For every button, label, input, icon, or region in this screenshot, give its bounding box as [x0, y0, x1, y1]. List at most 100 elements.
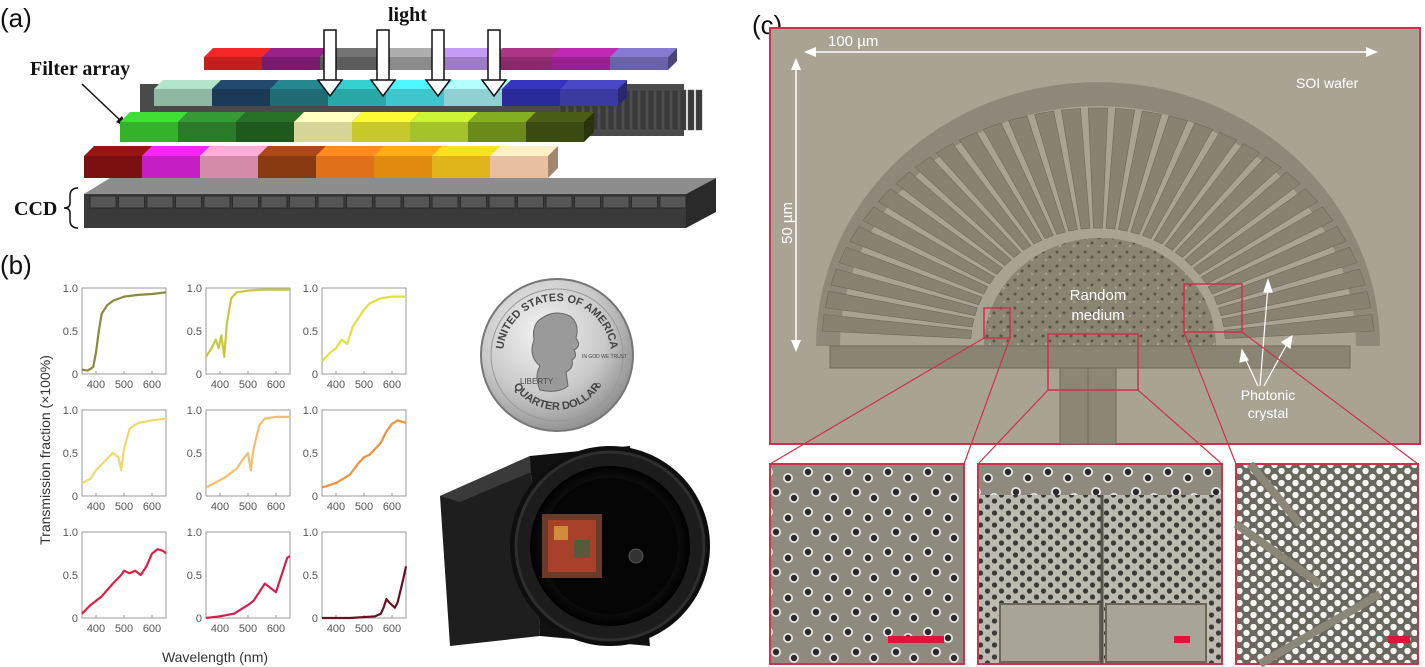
spoke [838, 246, 983, 306]
filter-block [204, 48, 271, 70]
ccd-label: CCD [14, 198, 58, 220]
random-medium-label-2: medium [1071, 307, 1124, 324]
spoke [862, 206, 996, 285]
spoke [982, 122, 1054, 239]
spoke [1087, 107, 1109, 229]
soi-wafer-label: SOI wafer [1296, 75, 1359, 91]
series-line [321, 419, 407, 489]
ccd-slab-side [686, 178, 716, 228]
spoke [1130, 115, 1188, 235]
filter-array-diagram [63, 29, 716, 229]
zoom-scale-bar-1 [888, 636, 944, 643]
series-line [81, 291, 167, 372]
filter-block [502, 80, 569, 106]
zoom-image-crystal [1235, 463, 1419, 665]
series-line [321, 295, 406, 362]
spoke [1200, 206, 1334, 285]
filter-block [410, 112, 478, 142]
filter-block [468, 112, 536, 142]
scale-vertical-label: 50 µm [779, 202, 796, 244]
filter-block [258, 146, 326, 178]
ytick-label: 1.0 [187, 283, 202, 295]
ytick-label: 1.0 [303, 405, 318, 417]
chart-ylabel: Transmission fraction (×100%) [37, 355, 53, 545]
filter-block [494, 48, 561, 70]
coin-mint-text: D [596, 383, 601, 390]
xtick-label: 500 [115, 501, 133, 513]
subplot-frame [205, 531, 291, 619]
filter-array-pointer [81, 83, 123, 123]
ytick-label: 0 [312, 613, 318, 625]
xtick-label: 400 [87, 623, 105, 635]
quarter-coin-image: UNITED STATES OF AMERICA QUARTER DOLLAR … [480, 278, 634, 432]
random-medium-region [984, 238, 1216, 346]
series-line [205, 555, 291, 620]
spoke [1221, 291, 1372, 328]
xtick-label: 500 [239, 501, 257, 513]
ytick-label: 0 [312, 369, 318, 381]
ytick-label: 0 [196, 613, 202, 625]
waveguide-bar [829, 345, 1351, 369]
coin-liberty-text: LIBERTY [520, 377, 554, 386]
ytick-label: 0 [72, 491, 78, 503]
ytick-label: 0.5 [63, 570, 78, 582]
panel-label-a: (a) [0, 3, 32, 33]
light-arrow-2-icon [369, 29, 397, 98]
zoom-scale-bar-3 [1388, 636, 1410, 643]
subplot-6: 0 0.5 1.0 400 500 600 [303, 405, 407, 513]
light-arrow-1-icon [316, 29, 344, 98]
ytick-label: 0 [196, 491, 202, 503]
xtick-label: 500 [355, 623, 373, 635]
series-line [81, 417, 167, 485]
filter-block [120, 112, 188, 142]
subplot-frame [321, 287, 407, 375]
subplot-3: 0 0.5 1.0 400 500 600 [303, 283, 407, 391]
spoke [914, 156, 1022, 258]
xtick-label: 600 [267, 379, 285, 391]
ytick-label: 0.5 [63, 326, 78, 338]
xtick-label: 400 [211, 623, 229, 635]
series-line [81, 548, 167, 615]
subplot-9: 0 0.5 1.0 400 500 600 [303, 527, 408, 635]
filter-block [526, 112, 594, 142]
spoke [1164, 143, 1261, 251]
filter-block [432, 146, 500, 178]
series-line [205, 415, 290, 489]
ytick-label: 0 [312, 491, 318, 503]
xtick-label: 400 [211, 379, 229, 391]
spoke [1142, 122, 1214, 239]
coin-motto-text: IN GOD WE TRUST [582, 354, 627, 360]
light-arrow-3-icon [424, 29, 452, 98]
xtick-label: 400 [87, 379, 105, 391]
filter-block [84, 146, 152, 178]
xtick-label: 600 [383, 501, 401, 513]
spoke [830, 268, 978, 317]
xtick-label: 400 [211, 501, 229, 513]
crystal-arms [1233, 461, 1383, 667]
spoke [1153, 131, 1238, 245]
transmission-charts: Transmission fraction (×100%) Wavelength… [37, 283, 408, 665]
subplot-frame [81, 531, 167, 619]
spoke [1184, 171, 1301, 266]
xtick-label: 600 [267, 501, 285, 513]
scale-horizontal-label: 100 µm [828, 33, 878, 50]
xtick-label: 600 [143, 623, 161, 635]
ytick-label: 1.0 [187, 405, 202, 417]
spoke [849, 226, 989, 295]
filter-block [560, 80, 627, 106]
subplot-frame [205, 287, 291, 375]
ccd-brace [63, 187, 79, 229]
filter-block [490, 146, 558, 178]
spoke [958, 131, 1043, 245]
filter-block [294, 112, 362, 142]
light-label: light [388, 4, 427, 26]
filter-block [200, 146, 268, 178]
ytick-label: 1.0 [63, 283, 78, 295]
spoke [1223, 314, 1375, 339]
ccd-slab-top [84, 178, 716, 194]
photonic-crystal-label-2: crystal [1248, 405, 1288, 421]
filter-block [154, 80, 221, 106]
filter-block [552, 48, 619, 70]
spoke [1008, 115, 1066, 235]
xtick-label: 600 [143, 501, 161, 513]
